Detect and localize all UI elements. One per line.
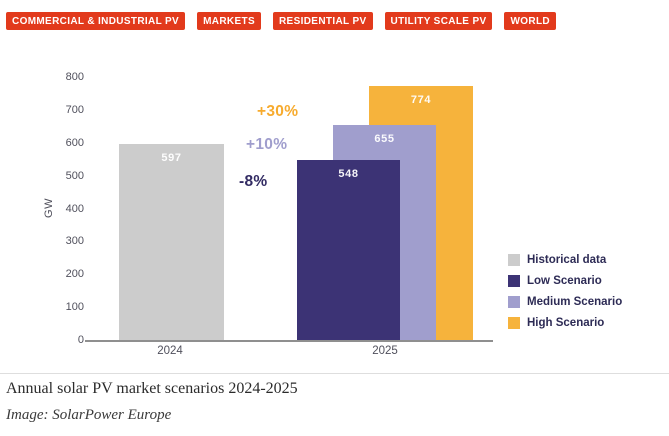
bar-value-label: 597: [161, 151, 182, 164]
legend-swatch: [508, 296, 520, 308]
legend-item-high-scenario: High Scenario: [508, 317, 622, 329]
y-axis-tick-label: 700: [65, 103, 84, 116]
legend: Historical data Low Scenario Medium Scenar…: [508, 254, 622, 329]
legend-item-low-scenario: Low Scenario: [508, 275, 622, 287]
change-annotation: +10%: [246, 136, 288, 153]
legend-label: Low Scenario: [527, 275, 602, 287]
y-axis-tick-label: 800: [65, 71, 84, 83]
bar-historical-data: 597: [119, 143, 224, 340]
bar-value-label: 655: [374, 132, 395, 145]
caption-credit: Image: SolarPower Europe: [6, 407, 172, 423]
legend-label: Historical data: [527, 254, 607, 266]
x-axis-label: 2025: [372, 345, 398, 357]
legend-item-medium-scenario: Medium Scenario: [508, 296, 622, 308]
legend-item-historical-data: Historical data: [508, 254, 622, 266]
plot-area: 597 548 655 774: [85, 77, 493, 342]
change-annotation: -8%: [239, 173, 268, 190]
y-axis-tick-label: 0: [77, 334, 84, 346]
tag-row: COMMERCIAL & INDUSTRIAL PV MARKETS RESIDEN…: [6, 12, 557, 30]
x-axis-label: 2024: [157, 345, 183, 357]
bar-value-label: 548: [338, 167, 359, 180]
bar-value-label: 774: [410, 93, 432, 106]
y-axis-tick-label: 500: [65, 169, 84, 182]
chart-container: GW 597 548 655 774 0 100 200 300 400 500 600 700 80…: [43, 71, 622, 357]
y-axis-tick-label: 600: [65, 136, 84, 149]
change-annotation: +30%: [257, 103, 299, 120]
caption-divider: [0, 373, 669, 374]
legend-swatch: [508, 275, 520, 287]
y-axis-tick-label: 400: [65, 202, 84, 215]
bar-low-scenario: 548: [297, 159, 400, 340]
legend-label: Medium Scenario: [527, 296, 623, 308]
legend-swatch: [508, 317, 520, 329]
y-axis-tick-label: 200: [65, 268, 84, 281]
tag-badge[interactable]: COMMERCIAL & INDUSTRIAL PV: [6, 12, 186, 30]
y-axis-tick-label: 100: [65, 301, 84, 314]
tag-badge[interactable]: WORLD: [504, 12, 557, 30]
tag-badge[interactable]: UTILITY SCALE PV: [384, 12, 493, 30]
tag-badge[interactable]: MARKETS: [197, 12, 261, 30]
y-axis-tick-label: 300: [65, 235, 84, 248]
caption-title: Annual solar PV market scenarios 2024-20…: [6, 380, 298, 397]
legend-label: High Scenario: [527, 317, 605, 329]
tag-badge[interactable]: RESIDENTIAL PV: [272, 12, 373, 30]
legend-swatch: [508, 254, 520, 266]
